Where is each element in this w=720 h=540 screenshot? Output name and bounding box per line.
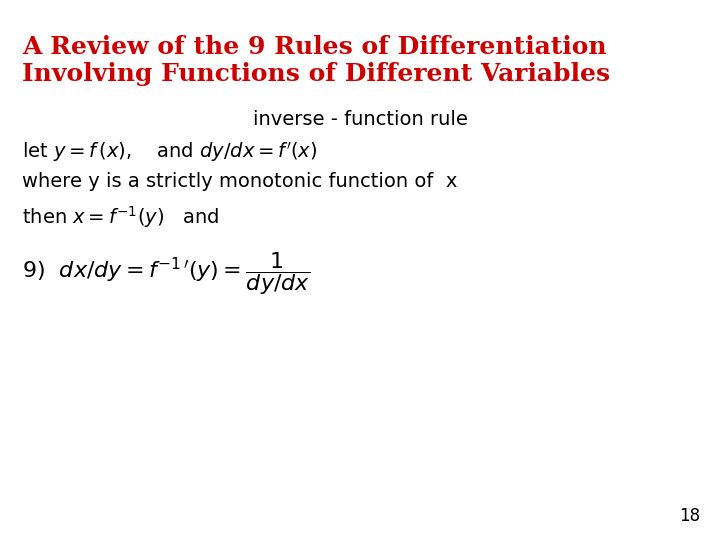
Text: let $y = f\,(x)$,    and $dy/dx = f'(x)$: let $y = f\,(x)$, and $dy/dx = f'(x)$	[22, 140, 318, 164]
Text: 18: 18	[679, 507, 700, 525]
Text: inverse - function rule: inverse - function rule	[253, 110, 467, 129]
Text: 9)  $dx/dy = f^{-1\,\prime}(y) = \dfrac{1}{dy/dx}$: 9) $dx/dy = f^{-1\,\prime}(y) = \dfrac{1…	[22, 250, 310, 297]
Text: where y is a strictly monotonic function of  x: where y is a strictly monotonic function…	[22, 172, 457, 191]
Text: Involving Functions of Different Variables: Involving Functions of Different Variabl…	[22, 62, 610, 86]
Text: A Review of the 9 Rules of Differentiation: A Review of the 9 Rules of Differentiati…	[22, 35, 607, 59]
Text: then $x = f^{-1}(y)$   and: then $x = f^{-1}(y)$ and	[22, 204, 220, 230]
